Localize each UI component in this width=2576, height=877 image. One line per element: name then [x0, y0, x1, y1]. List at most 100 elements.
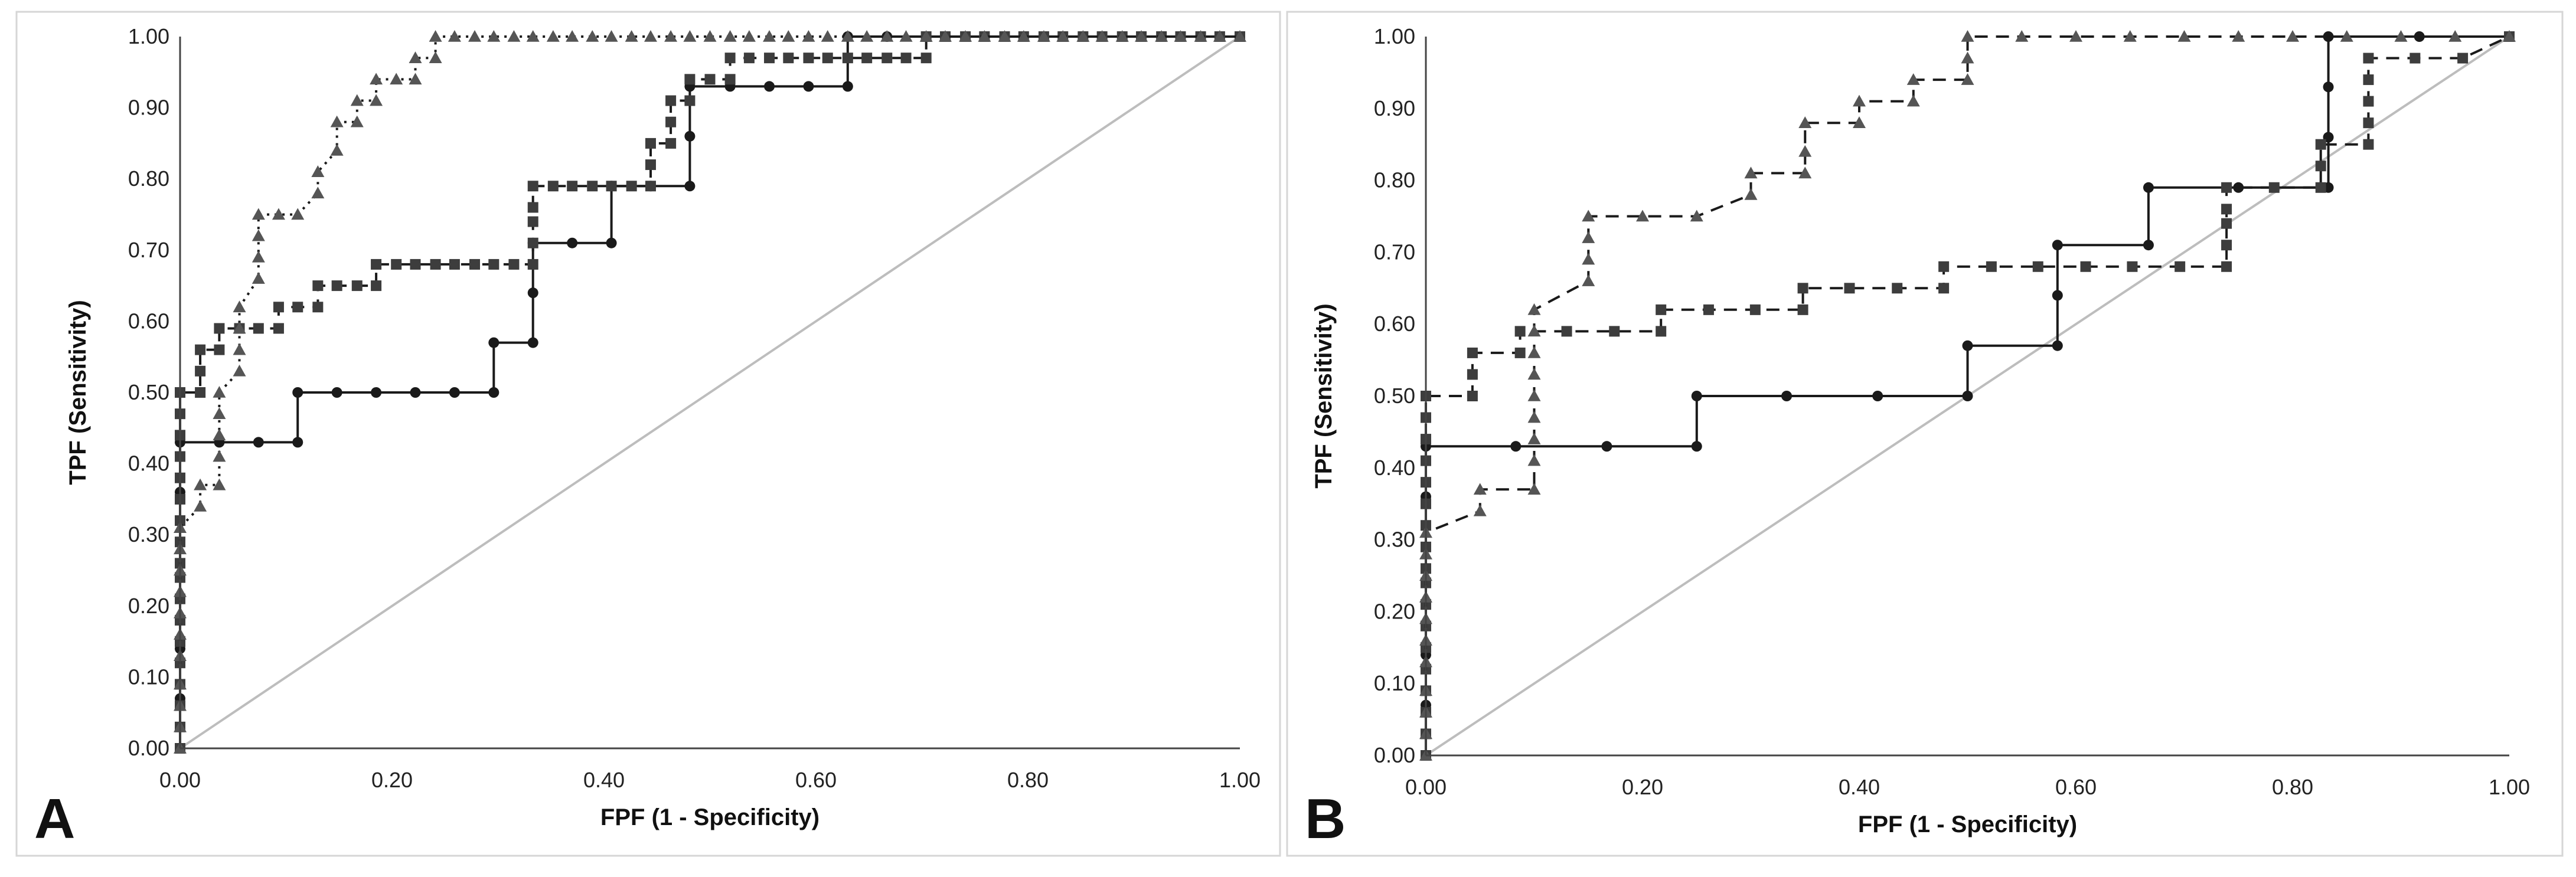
panel-a-circle-solid-point [527, 287, 538, 299]
panel-b-circle-solid-point [2323, 31, 2334, 42]
panel-a-square-dashed-point [881, 53, 893, 64]
panel-a-y-tick-label: 0.00 [128, 736, 169, 760]
panel-a-triangle-dotted-point [546, 30, 560, 42]
panel-a-triangle-dotted-point [703, 30, 717, 42]
panel-b-triangle-dashed-point [1527, 325, 1541, 337]
panel-a-y-tick-label: 0.90 [128, 96, 169, 120]
panel-a-triangle-dotted-point [213, 386, 226, 398]
panel-b-x-tick-label: 0.40 [1839, 775, 1880, 799]
panel-b-triangle-dashed-point [2286, 30, 2299, 42]
panel-a-square-dashed-point [331, 280, 342, 292]
panel-b-square-dashed-point [1656, 304, 1667, 315]
panel-b-square-dashed-point [1467, 369, 1478, 380]
panel-a-square-dashed-point [527, 258, 538, 270]
panel-b-square-dashed-point [2032, 261, 2043, 272]
panel-a-triangle-dotted-point [899, 30, 913, 42]
panel-a-square-dashed-point [822, 53, 833, 64]
panel-b-circle-solid-point [1962, 391, 1973, 401]
panel-a-x-tick-label: 0.40 [583, 768, 625, 792]
panel-a-triangle-dotted-point [233, 343, 246, 355]
panel-b-circle-solid-point [2323, 81, 2334, 93]
panel-a-square-dashed-point [488, 258, 499, 270]
panel-a-square-dashed-point [547, 181, 559, 192]
panel-a-y-tick-label: 0.10 [128, 665, 169, 689]
panel-b-circle-solid-point [1691, 391, 1702, 401]
panel-a-square-dashed-point [410, 258, 421, 270]
panel-b-square-dashed-point [1986, 261, 1997, 272]
panel-a-y-ticks: 0.00 0.10 0.20 0.30 0.40 0.50 0.60 0.70 0.80 0.90… [128, 24, 169, 760]
panel-b-square-dashed-point [2315, 182, 2326, 193]
panel-b-triangle-dashed-point [1527, 368, 1541, 380]
panel-b-label: B [1305, 787, 1346, 850]
panel-a-triangle-dotted-point [409, 73, 422, 85]
panel-a-square-dashed-point [527, 216, 538, 227]
panel-b-circle-solid-point [2233, 182, 2244, 193]
panel-a-triangle-dotted-point [782, 30, 795, 42]
panel-a-triangle-dotted-point [448, 30, 461, 42]
panel-a-triangle-dotted-point [507, 30, 521, 42]
panel-b-frame [1286, 11, 2564, 857]
panel-a-y-tick-label: 0.40 [128, 451, 169, 476]
panel-b-x-tick-label: 0.80 [2272, 775, 2313, 799]
panel-a-triangle-dotted-point [429, 51, 442, 63]
panel-a-circle-solid-point [684, 181, 696, 192]
panel-a-triangle-dotted-point [978, 30, 991, 42]
panel-a-x-tick-label: 1.00 [1219, 768, 1261, 792]
panel-a-x-ticks: 0.00 0.20 0.40 0.60 0.80 1.00 [159, 768, 1261, 792]
panel-a-square-dashed-point [587, 181, 598, 192]
panel-b-square-dashed-point [1514, 347, 1526, 358]
panel-a-y-axis-title: TPF (Sensitivity) [65, 300, 91, 485]
panel-a-square-dashed-point [803, 53, 814, 64]
panel-b-triangle-dashed-point [1961, 30, 1974, 42]
panel-b-triangle-dashed-point [2503, 30, 2516, 42]
panel-b-y-tick-label: 0.60 [1374, 312, 1415, 336]
panel-a-triangle-dotted-point [390, 73, 403, 85]
panel-b-y-tick-label: 0.70 [1374, 240, 1415, 264]
panel-b-square-dashed-point [2080, 261, 2091, 272]
panel-b-circle-solid-point [1691, 441, 1702, 452]
panel-b-circle-solid-point [2052, 240, 2063, 251]
panel-a-triangle-dotted-point [841, 30, 854, 42]
panel-b-circle-solid-point [2052, 340, 2063, 351]
panel-b-triangle-dashed-point [1582, 210, 1595, 222]
panel-a-triangle-dotted-point [272, 208, 285, 220]
panel-a-square-dashed-point [842, 53, 853, 64]
panel-b-square-dashed-point [1514, 326, 1526, 337]
panel-b-square-dashed-point [1892, 283, 1903, 294]
panel-b-square-dashed-point [2363, 74, 2374, 86]
panel-b-square-dashed-point [2363, 96, 2374, 107]
panel-a-square-dashed-point [391, 258, 402, 270]
panel-a-circle-solid-point [764, 81, 775, 92]
panel-b-triangle-dashed-point [1473, 504, 1487, 516]
panel-b-y-tick-label: 1.00 [1374, 24, 1415, 48]
panel-b-x-axis-title: FPF (1 - Specificity) [1858, 811, 2077, 837]
panel-a-circle-solid-point [567, 237, 578, 248]
panel-b-square-dashed-point [2363, 139, 2374, 150]
panel-b-y-tick-label: 0.00 [1374, 743, 1415, 767]
panel-a-triangle-dotted-point [742, 30, 756, 42]
panel-a-square-dashed-point [704, 74, 716, 85]
panel-a-curves [174, 30, 1246, 754]
panel-b-triangle-dashed-point [1853, 116, 1866, 128]
panel-a-square-dashed-point [214, 323, 225, 334]
panel-b-triangle-dashed-point [1473, 483, 1487, 495]
panel-b-square-dashed-point [2315, 139, 2326, 150]
panel-a-x-tick-label: 0.20 [371, 768, 413, 792]
panel-a-square-dashed-point [783, 53, 794, 64]
panel-a-triangle-dotted-point [1037, 30, 1050, 42]
panel-a-square-dashed-point [527, 181, 538, 192]
panel-b-square-dashed-point [1467, 391, 1478, 401]
panel-a-triangle-dotted-point [763, 30, 776, 42]
panel-a-square-dashed-point [920, 53, 932, 64]
panel-b-triangle-dashed-point [1527, 346, 1541, 358]
panel-b: 0.00 0.20 0.40 0.60 0.80 1.00 0.00 0.10 0.20 0.3… [1286, 11, 2564, 857]
panel-a-triangle-dotted-point [487, 30, 501, 42]
panel-a-triangle-dotted-point [350, 115, 364, 127]
panel-a-square-dashed-point [861, 53, 873, 64]
panel-b-square-dashed-point [2457, 53, 2469, 64]
panel-a-x-axis-title: FPF (1 - Specificity) [600, 804, 820, 830]
panel-a-square-dashed-point [724, 53, 736, 64]
panel-b-square-dashed-point [1797, 283, 1808, 294]
panel-a-square-dashed-point [312, 280, 324, 292]
panel-a-y-tick-label: 0.80 [128, 166, 169, 191]
